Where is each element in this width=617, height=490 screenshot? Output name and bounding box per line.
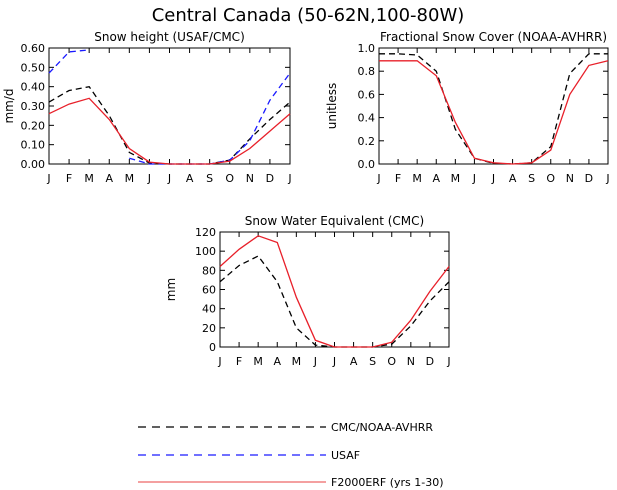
x-tick-label: S	[369, 355, 376, 368]
x-tick-label: D	[426, 355, 434, 368]
y-tick-label: 20	[202, 322, 216, 335]
panel-title: Snow Water Equivalent (CMC)	[245, 214, 424, 228]
x-tick-label: A	[186, 172, 194, 185]
x-tick-label: S	[206, 172, 213, 185]
x-tick-label: O	[546, 172, 555, 185]
y-tick-label: 100	[195, 245, 216, 258]
y-tick-label: 0.60	[21, 42, 46, 55]
y-tick-label: 0.40	[21, 81, 46, 94]
y-tick-label: 0.00	[21, 158, 46, 171]
y-tick-label: 0.50	[21, 61, 46, 74]
x-tick-label: J	[313, 355, 317, 368]
y-tick-label: 40	[202, 303, 216, 316]
series-line-cmc	[219, 255, 450, 348]
x-tick-label: N	[566, 172, 574, 185]
main-title: Central Canada (50-62N,100-80W)	[152, 5, 465, 26]
x-tick-label: F	[236, 355, 242, 368]
x-tick-label: D	[585, 172, 593, 185]
x-tick-label: S	[528, 172, 535, 185]
y-tick-label: 60	[202, 284, 216, 297]
x-tick-label: A	[273, 355, 281, 368]
x-tick-label: A	[432, 172, 440, 185]
x-tick-label: O	[387, 355, 396, 368]
y-axis-label: mm	[164, 278, 178, 301]
x-tick-label: M	[253, 355, 263, 368]
x-tick-label: M	[84, 172, 94, 185]
x-tick-label: M	[412, 172, 422, 185]
x-tick-label: A	[350, 355, 358, 368]
chart-panel-2: Fractional Snow Cover (NOAA-AVHRR) unitle…	[325, 30, 610, 185]
x-tick-label: O	[225, 172, 234, 185]
x-tick-label: M	[125, 172, 135, 185]
x-tick-label: D	[266, 172, 274, 185]
y-tick-label: 1.0	[358, 42, 376, 55]
chart-panel-3: Snow Water Equivalent (CMC) mm 0 20 40 60 80 10…	[164, 214, 451, 368]
y-tick-label: 0.4	[358, 112, 376, 125]
x-tick-label: J	[287, 172, 291, 185]
y-tick-label: 0.30	[21, 100, 46, 113]
y-tick-label: 120	[195, 226, 216, 239]
series-line-model	[48, 97, 291, 165]
x-tick-label: F	[66, 172, 72, 185]
x-tick-label: J	[491, 172, 495, 185]
plot-frame	[378, 47, 609, 165]
x-tick-label: N	[407, 355, 415, 368]
series-line-usaf	[129, 72, 291, 165]
series-line-model	[379, 60, 609, 165]
y-axis-label: mm/d	[2, 88, 16, 123]
y-tick-label: 0.2	[358, 135, 376, 148]
series-line-usaf	[48, 49, 90, 74]
y-tick-label: 0.8	[358, 65, 376, 78]
x-tick-label: A	[105, 172, 113, 185]
legend-label: CMC/NOAA-AVHRR	[331, 421, 433, 434]
series-line-noaa-avhrr	[379, 53, 608, 165]
y-tick-label: 0.20	[21, 119, 46, 132]
x-tick-label: J	[332, 355, 336, 368]
y-tick-label: 0.0	[358, 158, 376, 171]
panel-title: Snow height (USAF/CMC)	[94, 30, 245, 44]
x-tick-label: J	[167, 172, 171, 185]
x-tick-label: J	[446, 355, 450, 368]
y-tick-label: 0.6	[358, 88, 376, 101]
x-tick-label: J	[147, 172, 151, 185]
x-tick-label: J	[472, 172, 476, 185]
x-tick-label: N	[246, 172, 254, 185]
y-tick-label: 0.10	[21, 139, 46, 152]
x-tick-label: J	[46, 172, 50, 185]
x-tick-label: F	[395, 172, 401, 185]
y-tick-label: 0	[209, 341, 216, 354]
legend-label: USAF	[331, 449, 360, 462]
legend-label: F2000ERF (yrs 1-30)	[331, 476, 444, 489]
x-tick-label: J	[217, 355, 221, 368]
plot-frame	[48, 47, 291, 165]
panel-title: Fractional Snow Cover (NOAA-AVHRR)	[380, 30, 607, 44]
x-tick-label: A	[509, 172, 517, 185]
legend: CMC/NOAA-AVHRR USAF F2000ERF (yrs 1-30)	[138, 421, 444, 489]
plot-frame	[219, 231, 450, 348]
x-tick-label: M	[451, 172, 461, 185]
chart-panel-1: Snow height (USAF/CMC) mm/d 0.00 0.10 0.20 0.…	[2, 30, 292, 185]
x-tick-label: J	[605, 172, 609, 185]
series-line-model	[219, 235, 450, 348]
y-axis-label: unitless	[325, 83, 339, 129]
y-tick-label: 80	[202, 264, 216, 277]
series-line-cmc	[48, 85, 291, 165]
x-tick-label: J	[376, 172, 380, 185]
x-tick-label: M	[292, 355, 302, 368]
